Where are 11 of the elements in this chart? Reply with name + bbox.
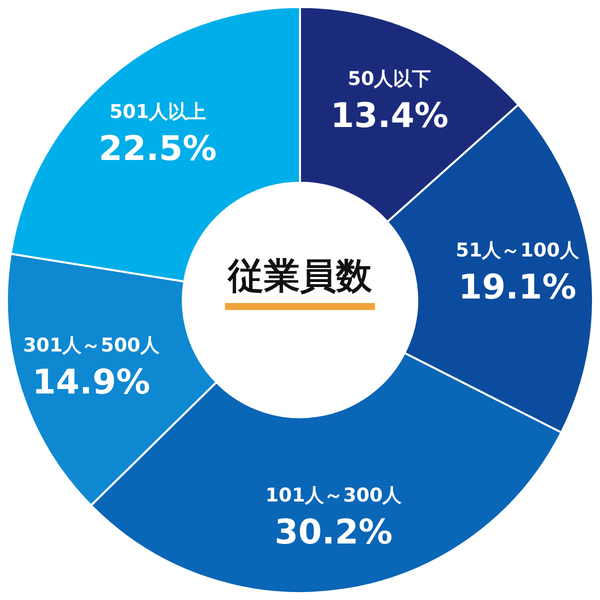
data-label: 14.9% (32, 362, 150, 403)
slice-label: 101人～300人 (265, 484, 403, 507)
data-label: 13.4% (330, 96, 448, 136)
slice-label: 51人～100人 (456, 239, 580, 262)
slice-label: 50人以下 (348, 68, 432, 90)
data-label: 19.1% (458, 267, 576, 308)
text: 従業員数 (226, 255, 373, 299)
slice-label: 501人以上 (109, 101, 206, 124)
data-label: 22.5% (98, 129, 217, 170)
data-label: 30.2% (274, 512, 393, 552)
slice-label: 301人～500人 (23, 334, 160, 357)
